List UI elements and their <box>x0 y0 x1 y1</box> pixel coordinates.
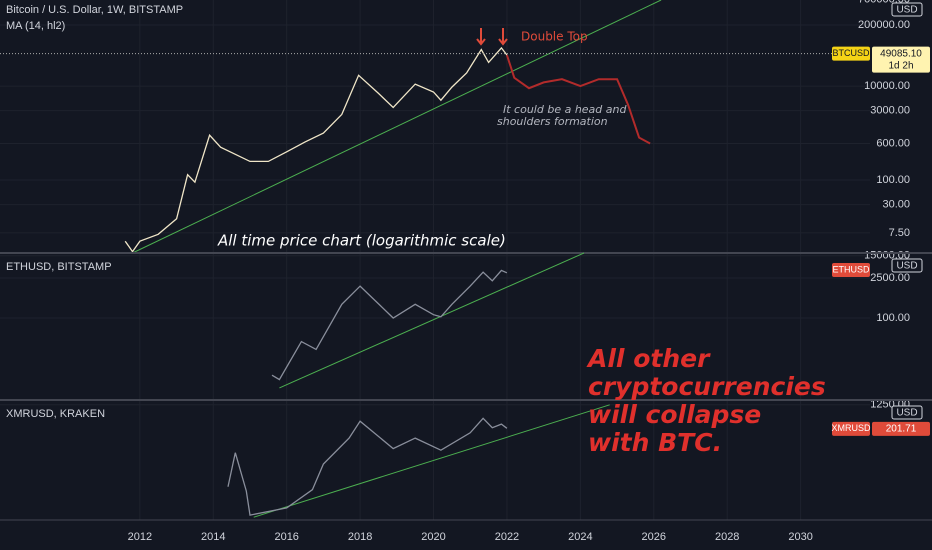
projection-line <box>505 54 651 145</box>
x-tick-label: 2020 <box>421 531 445 543</box>
y-tick-label: 200000.00 <box>858 19 910 31</box>
x-tick-label: 2016 <box>274 531 298 543</box>
indicator-label: MA (14, hl2) <box>6 20 65 32</box>
price-line <box>227 417 508 516</box>
annotation: will collapse <box>588 400 761 429</box>
annotation: cryptocurrencies <box>588 372 826 401</box>
pane-title: ETHUSD, BITSTAMP <box>6 261 112 273</box>
symbol-tag-label: BTCUSD <box>832 48 870 58</box>
price-tag-label: 201.71 <box>886 423 917 434</box>
x-tick-label: 2012 <box>128 531 152 543</box>
price-line <box>124 46 508 253</box>
y-tick-label: 100.00 <box>876 174 910 186</box>
arrow <box>498 28 508 46</box>
y-tick-label: 2500.00 <box>870 272 910 284</box>
trend-line <box>253 404 610 518</box>
currency-label: USD <box>896 5 917 16</box>
currency-box <box>891 405 923 420</box>
currency-box <box>891 258 923 273</box>
symbol-tag <box>832 46 870 61</box>
x-tick-label: 2014 <box>201 531 225 543</box>
x-tick-label: 2030 <box>788 531 812 543</box>
countdown: 1d 2h <box>888 60 913 71</box>
x-tick-label: 2022 <box>495 531 519 543</box>
trend-line <box>132 0 662 254</box>
y-tick-label: 100.00 <box>876 312 910 324</box>
x-tick-label: 2018 <box>348 531 372 543</box>
x-tick-label: 2024 <box>568 531 592 543</box>
y-tick-label: 600.00 <box>876 137 910 149</box>
price-line <box>271 269 508 381</box>
price-tag <box>872 46 930 73</box>
annotation: with BTC. <box>588 428 722 457</box>
caption: All time price chart (logarithmic scale) <box>217 232 506 250</box>
symbol-tag <box>832 263 870 277</box>
currency-label: USD <box>896 408 917 419</box>
annotation: Double Top <box>521 30 588 44</box>
symbol-tag-label: ETHUSD <box>832 264 870 274</box>
annotation: All other <box>586 344 711 373</box>
price-tag <box>872 421 930 436</box>
y-tick-label: 700000.00 <box>858 0 910 5</box>
note: It could be a head and <box>503 103 627 116</box>
note: shoulders formation <box>497 115 608 128</box>
y-tick-label: 30.00 <box>882 199 910 211</box>
x-tick-label: 2028 <box>715 531 739 543</box>
arrow <box>476 28 486 46</box>
pane-title: XMRUSD, KRAKEN <box>6 408 105 420</box>
x-tick-label: 2026 <box>642 531 666 543</box>
y-tick-label: 10000.00 <box>864 80 910 92</box>
y-tick-label: 7.50 <box>889 227 910 239</box>
y-tick-label: 3000.00 <box>870 105 910 117</box>
trend-line <box>279 252 585 389</box>
price-tag-label: 49085.10 <box>880 48 922 59</box>
symbol-tag <box>832 421 870 436</box>
currency-box <box>891 2 923 17</box>
currency-label: USD <box>896 261 917 272</box>
symbol-tag-label: XMRUSD <box>831 423 871 433</box>
pane-title: Bitcoin / U.S. Dollar, 1W, BITSTAMP <box>6 4 183 16</box>
